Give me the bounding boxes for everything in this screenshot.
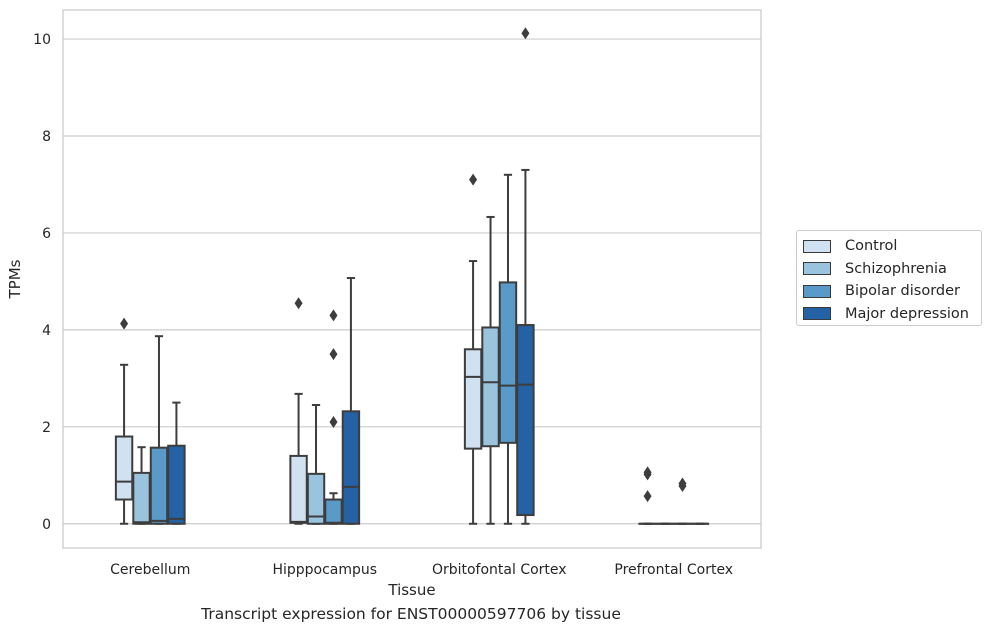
box-bipolar-disorder-2 <box>498 173 518 525</box>
box-body <box>516 324 535 517</box>
y-tick-label: 0 <box>42 517 51 533</box>
chart-title: Transcript expression for ENST0000059770… <box>201 605 621 623</box>
outlier-point <box>120 317 129 330</box>
box-body <box>289 454 308 524</box>
y-tick-label: 10 <box>33 32 51 48</box>
y-axis-label: TPMs <box>6 259 24 299</box>
legend-label: Bipolar disorder <box>845 283 960 300</box>
box-body <box>114 435 134 501</box>
box-body <box>167 444 186 525</box>
legend-swatch <box>803 262 831 276</box>
x-tick-label: Hipppocampus <box>272 562 377 578</box>
outlier-point <box>643 466 652 479</box>
legend-label: Control <box>845 238 898 255</box>
box-body <box>498 281 518 444</box>
legend-swatch <box>803 307 831 321</box>
y-tick-label: 4 <box>42 323 51 339</box>
x-tick-label: Prefrontal Cortex <box>614 562 733 578</box>
box-body <box>463 348 483 450</box>
box-body <box>341 410 361 525</box>
outlier-point <box>678 477 687 490</box>
box-bipolar-disorder-0 <box>149 335 169 525</box>
outlier-point <box>329 415 338 428</box>
box-bipolar-disorder-1 <box>324 309 343 525</box>
outlier-point <box>469 173 478 186</box>
outlier-point <box>329 348 338 361</box>
box-body <box>306 472 326 525</box>
outlier-point <box>329 309 338 322</box>
legend-swatch <box>803 239 831 253</box>
plot-area-frame <box>62 9 762 549</box>
legend-swatch <box>803 284 831 298</box>
box-major-depression-2 <box>516 27 535 525</box>
box-control-2 <box>463 173 483 525</box>
legend-label: Major depression <box>845 305 969 322</box>
legend-item: Schizophrenia <box>803 258 981 281</box>
box-major-depression-0 <box>167 401 186 525</box>
y-tick-label: 8 <box>42 129 51 145</box>
y-tick-label: 6 <box>42 226 51 242</box>
box-bipolar-disorder-3 <box>673 477 692 525</box>
x-tick-labels: Cerebellum Hipppocampus Orbitofontal Corte… <box>110 562 733 578</box>
box-control-3 <box>638 466 657 525</box>
legend-item: Bipolar disorder <box>803 280 981 303</box>
box-control-1 <box>289 297 308 525</box>
y-tick-labels: 0 2 4 6 8 10 <box>33 32 51 533</box>
x-axis-label: Tissue <box>387 581 435 599</box>
box-body <box>132 471 151 525</box>
box-body <box>481 326 500 448</box>
outlier-point <box>643 490 652 503</box>
legend-label: Schizophrenia <box>845 260 947 277</box>
outlier-point <box>521 27 530 40</box>
box-series-layer <box>114 27 710 525</box>
outlier-point <box>294 297 303 310</box>
legend: Control Schizophrenia Bipolar disorder Majo… <box>796 230 982 326</box>
y-tick-label: 2 <box>42 420 51 436</box>
box-major-depression-1 <box>341 277 361 525</box>
box-control-0 <box>114 317 134 525</box>
legend-item: Control <box>803 235 981 258</box>
x-tick-label: Orbitofontal Cortex <box>432 562 567 578</box>
box-schizophrenia-0 <box>132 446 151 525</box>
box-body <box>324 498 343 525</box>
x-tick-label: Cerebellum <box>110 562 190 578</box>
legend-item: Major depression <box>803 303 981 326</box>
box-body <box>149 446 169 525</box>
box-schizophrenia-1 <box>306 404 326 525</box>
box-schizophrenia-2 <box>481 215 500 525</box>
